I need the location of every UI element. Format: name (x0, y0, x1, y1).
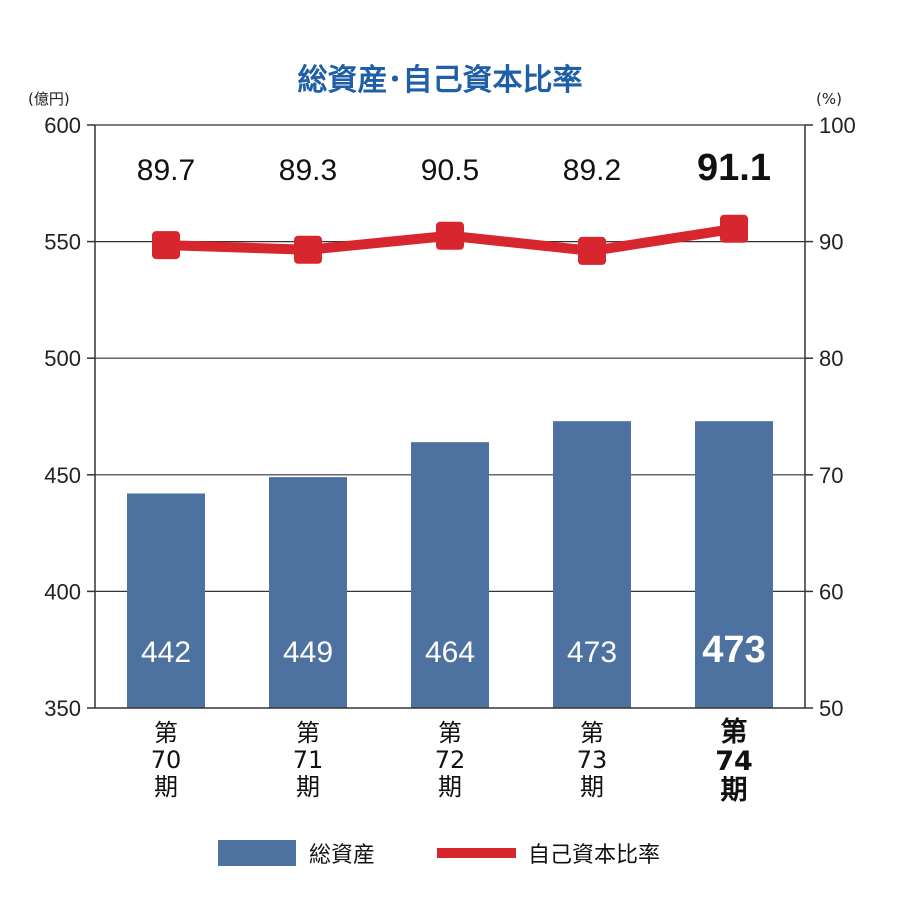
category-label: 73 (577, 746, 608, 774)
left-axis-unit: (億円) (28, 90, 70, 108)
ratio-marker (436, 221, 464, 250)
line-series (152, 214, 748, 265)
left-tick-label: 350 (44, 696, 81, 721)
category-label: 74 (715, 746, 753, 777)
category-label: 70 (151, 746, 182, 774)
category-label: 第 (154, 719, 178, 747)
bar (553, 421, 631, 708)
category-label: 71 (293, 746, 324, 774)
bar-value-label: 442 (141, 636, 191, 669)
right-tick-label: 70 (819, 463, 843, 488)
ratio-value-label: 89.2 (563, 154, 621, 187)
axes: 350 400 450 500 550 600 50 60 70 80 90 100 (44, 113, 855, 721)
category-label: 期 (580, 773, 604, 801)
bar-value-label: 473 (567, 636, 617, 669)
category-label: 第 (438, 719, 462, 747)
category-label: 期 (721, 775, 748, 806)
ratio-marker (578, 236, 606, 265)
category-label: 期 (154, 773, 178, 801)
right-tick-label: 80 (819, 346, 843, 371)
bar (269, 477, 347, 708)
category-label: 期 (438, 773, 462, 801)
bar-value-label: 449 (283, 636, 333, 669)
legend-swatch-bar (218, 840, 296, 866)
chart-title: 総資産･自己資本比率 (298, 63, 583, 98)
category-label: 第 (580, 719, 604, 747)
ratio-value-label: 91.1 (697, 147, 771, 189)
legend-label: 自己資本比率 (528, 843, 660, 868)
left-tick-label: 500 (44, 346, 81, 371)
bar (127, 493, 205, 708)
right-tick-label: 90 (819, 230, 843, 255)
category-label: 第 (296, 719, 320, 747)
ratio-marker (294, 235, 322, 264)
ratio-marker (152, 231, 180, 260)
bar-value-label: 464 (425, 636, 475, 669)
bar-value-label: 473 (702, 629, 765, 671)
right-tick-label: 100 (819, 113, 856, 138)
bar (411, 442, 489, 708)
legend: 総資産 自己資本比率 (218, 840, 660, 868)
gridlines (95, 124, 805, 593)
bar-series (127, 421, 773, 708)
left-tick-label: 450 (44, 463, 81, 488)
category-label: 期 (296, 773, 320, 801)
right-tick-label: 60 (819, 579, 843, 604)
left-tick-label: 600 (44, 113, 81, 138)
legend-label: 総資産 (309, 843, 375, 868)
left-tick-label: 400 (44, 579, 81, 604)
right-axis-unit: (%) (816, 90, 842, 108)
right-tick-label: 50 (819, 696, 843, 721)
ratio-value-label: 89.3 (279, 154, 337, 187)
ratio-marker (720, 214, 748, 243)
ratio-value-label: 90.5 (421, 154, 479, 187)
left-tick-label: 550 (44, 230, 81, 255)
bar (695, 421, 773, 708)
ratio-value-label: 89.7 (137, 154, 195, 187)
category-label: 第 (721, 716, 748, 748)
category-label: 72 (435, 746, 466, 774)
